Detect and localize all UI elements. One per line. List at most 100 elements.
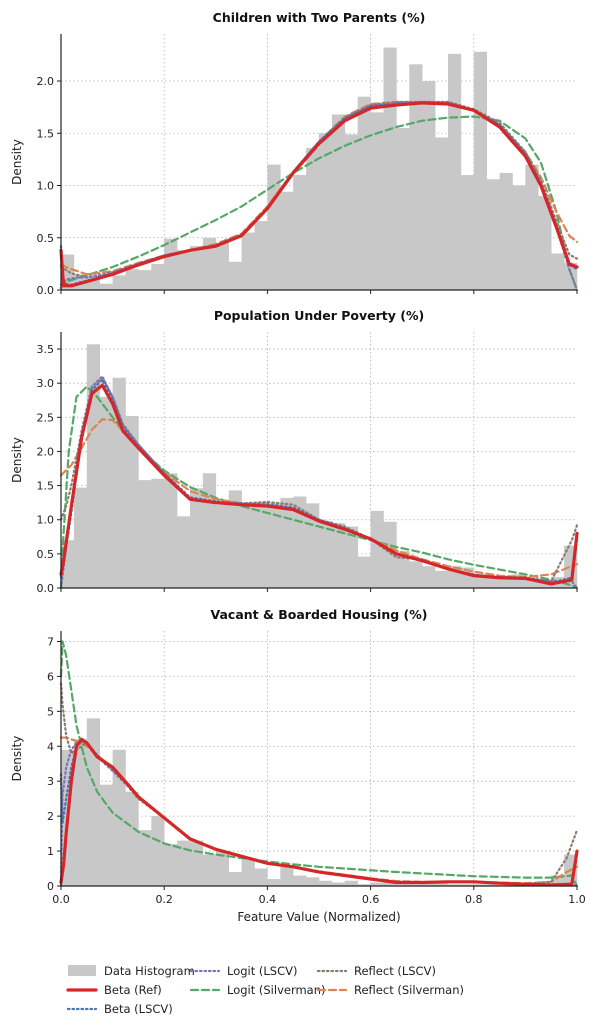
hist-bar xyxy=(293,496,307,588)
y-tick-label: 7 xyxy=(47,635,54,648)
hist-bar xyxy=(422,882,436,886)
legend-item-logit-silverman: Logit (Silverman) xyxy=(189,983,326,997)
hist-bar xyxy=(396,884,410,886)
hist-bar xyxy=(409,884,423,886)
hist-bar xyxy=(73,487,88,588)
y-tick-label: 1.5 xyxy=(37,127,55,140)
legend-item-logit-lscv: Logit (LSCV) xyxy=(189,964,297,978)
hist-bar xyxy=(396,128,410,290)
hist-bar xyxy=(473,884,487,886)
series-line-logit-silverman xyxy=(59,115,579,292)
hist-bar xyxy=(551,875,565,886)
y-tick-label: 2 xyxy=(47,810,54,823)
y-tick-label: 0.5 xyxy=(37,232,55,245)
hist-bar xyxy=(499,172,513,290)
hist-bar xyxy=(138,830,152,886)
hist-bar xyxy=(551,253,565,290)
legend: Data Histogram Beta (Ref) Beta (LSCV) Logit… xyxy=(66,964,464,1016)
x-axis-label: Feature Value (Normalized) xyxy=(237,910,400,924)
hist-bar xyxy=(435,137,449,290)
hist-bar xyxy=(215,851,229,886)
series-line-beta-ref xyxy=(59,101,579,288)
y-tick-label: 1.0 xyxy=(37,180,55,193)
hist-bar xyxy=(409,64,423,291)
hist-bar xyxy=(422,566,436,588)
hist-bar xyxy=(202,473,217,588)
hist-bar xyxy=(151,263,165,290)
hist-bar xyxy=(435,882,449,886)
hist-bar xyxy=(190,840,204,886)
hist-bar xyxy=(331,523,346,588)
y-tick-label: 0 xyxy=(47,880,54,893)
series-line-logit-silverman xyxy=(59,385,579,590)
y-tick-label: 6 xyxy=(47,670,54,683)
hist-bar xyxy=(112,275,126,290)
hist-bar xyxy=(254,868,268,886)
hist-bar xyxy=(460,884,475,886)
hist-bar xyxy=(306,877,320,886)
hist-bar xyxy=(202,854,217,886)
y-tick-label: 1.0 xyxy=(37,514,55,527)
hist-bar xyxy=(319,521,333,588)
legend-label: Logit (LSCV) xyxy=(227,964,297,978)
hist-bar xyxy=(228,490,242,588)
hist-bar xyxy=(241,506,255,588)
hist-bar xyxy=(370,882,384,886)
y-tick-label: 2.5 xyxy=(37,411,55,424)
hist-bar xyxy=(254,221,268,290)
hist-bar xyxy=(293,175,307,290)
hist-bar xyxy=(125,269,139,290)
hist-bar xyxy=(448,884,462,886)
hist-bar xyxy=(177,250,191,290)
hist-bar xyxy=(344,880,358,886)
hist-bar xyxy=(177,840,191,886)
legend-item-beta-lscv: Beta (LSCV) xyxy=(66,1002,173,1016)
hist-bar xyxy=(138,270,152,290)
hist-bar xyxy=(151,478,165,588)
x-tick-label: 0.2 xyxy=(155,893,173,906)
y-tick-label: 0.5 xyxy=(37,548,55,561)
hist-bar xyxy=(164,844,178,886)
hist-bar xyxy=(422,81,436,290)
legend-item-beta-ref: Beta (Ref) xyxy=(66,983,162,997)
y-axis-label: Density xyxy=(10,437,24,483)
hist-bar xyxy=(486,576,500,588)
legend-label: Reflect (Silverman) xyxy=(354,983,464,997)
x-tick-label: 1.0 xyxy=(568,893,586,906)
legend-item-hist: Data Histogram xyxy=(68,964,195,978)
y-axis-label: Density xyxy=(10,139,24,185)
hist-bar xyxy=(331,882,346,886)
hist-bar xyxy=(164,473,178,588)
hist-bar xyxy=(383,521,397,588)
hist-bar xyxy=(125,791,139,886)
hist-bar xyxy=(241,858,255,886)
legend-label: Beta (LSCV) xyxy=(104,1002,173,1016)
hist-bar xyxy=(125,415,139,588)
chart-panel-2: Population Under Poverty (%) 0.0 0.5 1.0 1.5… xyxy=(10,308,579,595)
hist-bar xyxy=(99,396,113,588)
hist-bar xyxy=(177,516,191,588)
legend-label: Reflect (LSCV) xyxy=(354,964,436,978)
hist-bar xyxy=(202,237,217,290)
hist-bar xyxy=(486,179,500,290)
y-tick-label: 3.0 xyxy=(37,377,55,390)
hist-bar xyxy=(383,882,397,886)
hist-bar xyxy=(473,51,487,291)
hist-bar xyxy=(190,246,204,290)
hist-bar xyxy=(448,53,462,291)
hist-bar xyxy=(370,510,384,588)
y-axis-label: Density xyxy=(10,736,24,782)
hist-bar xyxy=(267,879,281,886)
hist-bar xyxy=(525,164,539,290)
hist-bar xyxy=(538,195,552,290)
y-tick-label: 2.0 xyxy=(37,75,55,88)
series-line-beta-ref xyxy=(59,737,579,887)
legend-label: Logit (Silverman) xyxy=(227,983,326,997)
hist-bar xyxy=(241,232,255,290)
hist-bar xyxy=(512,185,526,290)
x-tick-label: 0.6 xyxy=(362,893,380,906)
hist-bar xyxy=(99,784,113,886)
chart-panel-3: Vacant & Boarded Housing (%) 0 1 2 3 4 5 6 7 0.0 0… xyxy=(10,607,586,924)
hist-bar xyxy=(190,488,204,588)
